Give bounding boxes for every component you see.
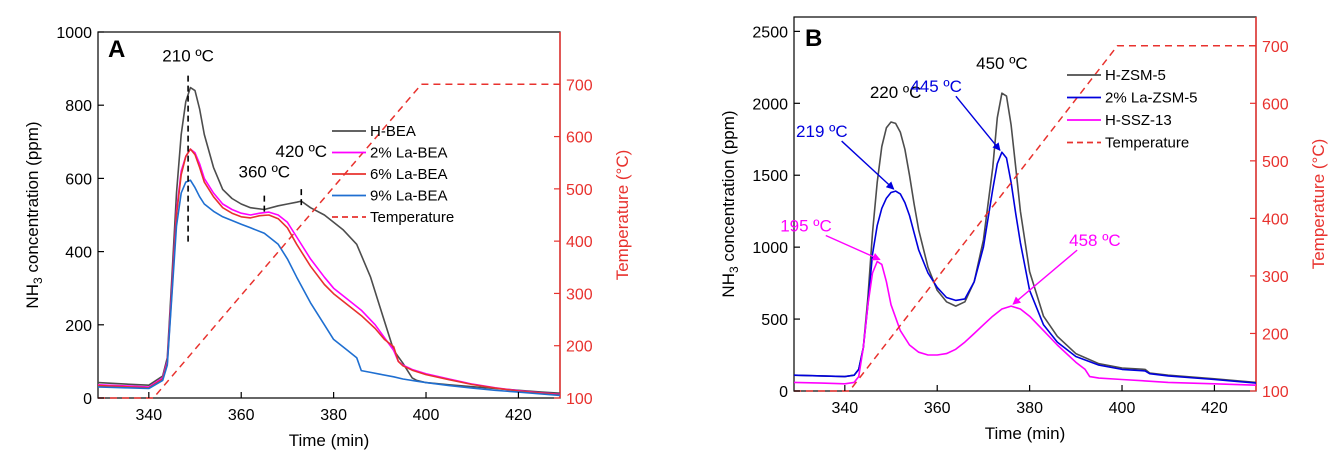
- legend-label-h-zsm-5: H-ZSM-5: [1105, 67, 1166, 84]
- y-left-tick-label: 2000: [752, 96, 788, 113]
- annotation-label: 445 ºC: [910, 77, 962, 96]
- series-line-temperature: [794, 45, 1256, 392]
- legend-label-2-la-bea: 2% La-BEA: [370, 145, 448, 162]
- y-left-tick-label: 200: [65, 318, 92, 335]
- x-tick-label: 400: [413, 407, 440, 424]
- y-left-tick-label: 600: [65, 171, 92, 188]
- legend-label-6-la-bea: 6% La-BEA: [370, 166, 448, 183]
- y-left-tick-label: 1000: [752, 240, 788, 257]
- y-right-tick-label: 400: [1262, 211, 1289, 228]
- y-left-tick-label: 0: [779, 384, 788, 401]
- y-right-tick-label: 700: [566, 77, 593, 94]
- y-left-axis-title: NH3 concentration (ppm): [23, 121, 45, 308]
- y-right-tick-label: 200: [566, 339, 593, 356]
- series-line-9-la-bea: [97, 179, 561, 397]
- x-tick-label: 340: [831, 400, 858, 417]
- x-tick-label: 380: [320, 407, 347, 424]
- y-right-tick-label: 300: [1262, 269, 1289, 286]
- y-right-tick-label: 600: [1262, 96, 1289, 113]
- y-right-axis-title: Temperature (°C): [613, 150, 632, 281]
- legend-label-h-ssz-13: H-SSZ-13: [1105, 112, 1172, 129]
- x-tick-label: 400: [1109, 400, 1136, 417]
- chart-panel-a: 340 360 380 400 420 0 200 400 600 800 1000 100 200 30…: [23, 25, 632, 450]
- y-right-tick-label: 100: [566, 391, 593, 408]
- y-left-axis-title: NH3 concentration (ppm): [719, 110, 741, 297]
- annotation-arrow: [841, 140, 895, 190]
- y-left-tick-label: 0: [83, 391, 92, 408]
- annotation-label: 458 ºC: [1069, 231, 1121, 250]
- series-line-6-la-bea: [97, 148, 561, 396]
- annotation-label: 420 ºC: [275, 142, 327, 161]
- x-tick-label: 420: [1201, 400, 1228, 417]
- annotation-arrow: [955, 95, 1001, 151]
- y-right-tick-label: 500: [1262, 154, 1289, 171]
- y-right-tick-label: 700: [1262, 39, 1289, 56]
- y-left-tick-label: 800: [65, 98, 92, 115]
- y-right-tick-label: 400: [566, 234, 593, 251]
- series-line-h-zsm-5: [793, 92, 1257, 384]
- panel-label: A: [108, 36, 125, 63]
- y-right-tick-label: 300: [566, 286, 593, 303]
- x-tick-label: 360: [924, 400, 951, 417]
- y-right-axis-title: Temperature (°C): [1309, 139, 1328, 270]
- x-tick-label: 360: [228, 407, 255, 424]
- annotation-label: 210 ºC: [162, 47, 214, 66]
- legend-label-temperature: Temperature: [1105, 135, 1189, 152]
- chart-panel-b: 340 360 380 400 420 0 500 1000 1500 2000 2500 100 20…: [719, 16, 1328, 443]
- series-line-h-bea: [97, 86, 561, 394]
- y-left-tick-label: 2500: [752, 24, 788, 41]
- x-tick-label: 340: [135, 407, 162, 424]
- y-left-tick-label: 1000: [56, 25, 92, 42]
- series-line-h-ssz-13: [793, 260, 1257, 386]
- x-axis-title: Time (min): [289, 431, 370, 450]
- annotation-label: 360 ºC: [239, 163, 291, 182]
- legend-label-2-la-zsm-5: 2% La-ZSM-5: [1105, 90, 1198, 107]
- x-tick-label: 380: [1016, 400, 1043, 417]
- annotation-label: 450 ºC: [976, 54, 1028, 73]
- legend-label-temperature: Temperature: [370, 209, 454, 226]
- y-left-tick-label: 400: [65, 245, 92, 262]
- legend-label-h-bea: H-BEA: [370, 123, 416, 140]
- y-right-tick-label: 200: [1262, 326, 1289, 343]
- annotation-label: 220 ºC: [870, 83, 922, 102]
- panel-label: B: [805, 25, 822, 52]
- y-left-tick-label: 500: [761, 312, 788, 329]
- x-tick-label: 420: [505, 407, 532, 424]
- x-axis-title: Time (min): [985, 424, 1066, 443]
- y-left-tick-label: 1500: [752, 168, 788, 185]
- y-right-tick-label: 500: [566, 182, 593, 199]
- annotation-label: 195 ºC: [780, 217, 832, 236]
- y-right-tick-label: 600: [566, 130, 593, 147]
- annotation-arrow: [825, 234, 881, 261]
- plot-frame: [97, 31, 561, 399]
- annotation-label: 219 ºC: [796, 122, 848, 141]
- y-right-tick-label: 100: [1262, 384, 1289, 401]
- annotation-arrow: [1012, 249, 1078, 305]
- series-line-temperature: [98, 83, 560, 399]
- legend-label-9-la-bea: 9% La-BEA: [370, 188, 448, 205]
